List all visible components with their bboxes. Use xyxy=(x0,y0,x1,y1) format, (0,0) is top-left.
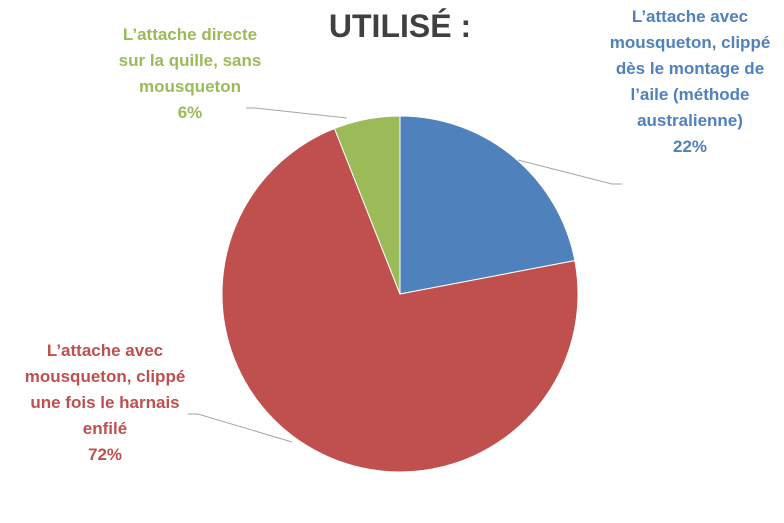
slice-label: L’attache directe sur la quille, sans mo… xyxy=(115,22,265,126)
pie-slice xyxy=(221,127,579,473)
slice-label: L’attache avec mousqueton, clippé une fo… xyxy=(20,338,190,468)
value-label: 6% xyxy=(177,103,203,122)
leader-line xyxy=(246,107,348,119)
value-label: 72% xyxy=(87,445,123,464)
slice-label: L’attache avec mousqueton, clippé dès le… xyxy=(605,4,775,160)
category-label: L’attache directe sur la quille, sans mo… xyxy=(118,25,262,96)
leader-line xyxy=(188,413,293,443)
leader-line xyxy=(517,159,622,185)
value-label: 22% xyxy=(672,137,708,156)
pie-slice xyxy=(399,115,576,295)
chart-title: UTILISÉ : xyxy=(328,8,472,44)
category-label: L’attache avec mousqueton, clippé une fo… xyxy=(24,341,186,438)
category-label: L’attache avec mousqueton, clippé dès le… xyxy=(609,7,771,130)
pie-slice xyxy=(333,115,401,295)
